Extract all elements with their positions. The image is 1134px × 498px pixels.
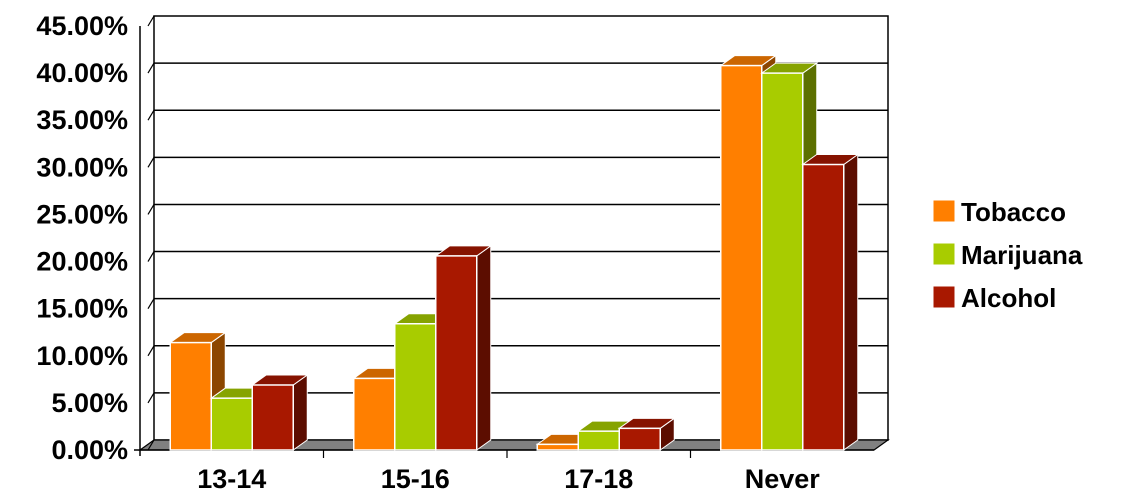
y-tick-label: 25.00% bbox=[36, 199, 128, 229]
y-tick-mark bbox=[147, 204, 155, 215]
y-tick-labels: 0.00% 5.00% 10.00% 15.00% 20.00% 25.00% 30.00%… bbox=[36, 11, 128, 465]
bar-front bbox=[251, 384, 294, 451]
y-tick-mark bbox=[147, 251, 155, 262]
bar bbox=[168, 331, 227, 451]
legend-swatch bbox=[932, 199, 956, 223]
bar-front bbox=[720, 64, 763, 451]
x-category-label: 17-18 bbox=[564, 464, 633, 494]
bar-front bbox=[802, 163, 845, 451]
legend-label: Alcohol bbox=[961, 283, 1056, 313]
legend-swatch bbox=[932, 242, 956, 266]
y-tick-label: 45.00% bbox=[36, 11, 128, 41]
y-tick-mark bbox=[147, 157, 155, 168]
y-tick-mark bbox=[147, 392, 155, 404]
x-category-label: 15-16 bbox=[381, 464, 450, 494]
x-category-label: Never bbox=[745, 464, 821, 494]
y-tick-mark bbox=[147, 298, 155, 309]
y-tick-label: 5.00% bbox=[51, 388, 128, 418]
y-tick-mark bbox=[147, 15, 155, 27]
bar-front bbox=[435, 255, 478, 451]
bar bbox=[250, 374, 309, 451]
bar-front bbox=[761, 72, 804, 451]
bar-front bbox=[210, 397, 253, 451]
y-tick-label: 40.00% bbox=[36, 58, 128, 88]
legend-label: Marijuana bbox=[961, 240, 1083, 270]
bar-side bbox=[843, 153, 859, 451]
legend-swatch bbox=[932, 285, 956, 309]
bar bbox=[801, 153, 860, 451]
bar bbox=[434, 244, 493, 451]
y-tick-label: 35.00% bbox=[36, 105, 128, 135]
bar-front bbox=[577, 430, 620, 451]
x-category-labels: 13-14 15-16 17-18 Never bbox=[197, 464, 820, 494]
y-tick-mark bbox=[147, 345, 155, 357]
y-tick-label: 10.00% bbox=[36, 341, 128, 371]
bar-side bbox=[292, 374, 308, 451]
bar-front bbox=[353, 377, 396, 451]
bar-front bbox=[618, 427, 661, 451]
y-tick-label: 0.00% bbox=[51, 435, 128, 465]
y-tick-label: 30.00% bbox=[36, 152, 128, 182]
bar-front bbox=[169, 341, 212, 451]
legend-label: Tobacco bbox=[961, 197, 1066, 227]
bar-front bbox=[394, 322, 437, 451]
y-tick-mark bbox=[147, 109, 155, 121]
bars bbox=[168, 54, 860, 451]
bar bbox=[617, 417, 676, 451]
x-category-label: 13-14 bbox=[197, 464, 266, 494]
y-tick-label: 15.00% bbox=[36, 294, 128, 324]
bar-front bbox=[536, 443, 579, 451]
bar-side bbox=[476, 244, 492, 451]
y-tick-mark bbox=[147, 62, 155, 74]
y-tick-mark bbox=[147, 439, 155, 451]
legend: Tobacco Marijuana Alcohol bbox=[932, 197, 1083, 313]
y-tick-label: 20.00% bbox=[36, 247, 128, 277]
